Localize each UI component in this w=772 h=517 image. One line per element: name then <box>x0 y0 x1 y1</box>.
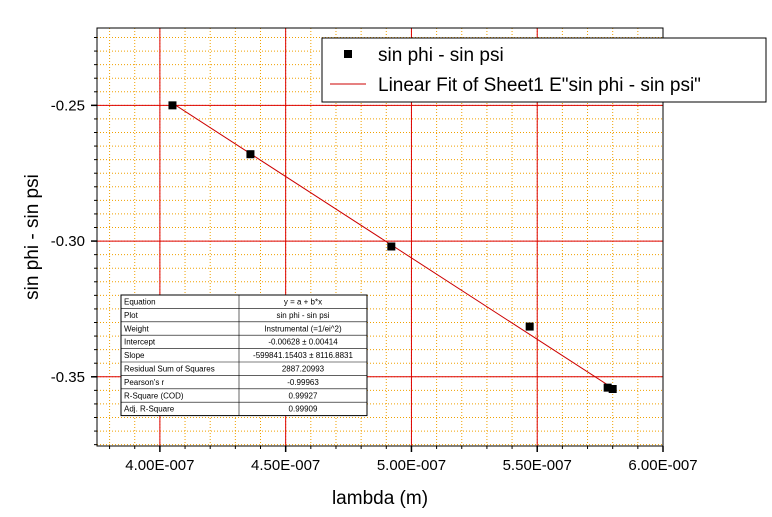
data-point <box>525 322 534 331</box>
legend: sin phi - sin psi Linear Fit of Sheet1 E… <box>321 37 767 103</box>
x-tick-label: 6.00E-007 <box>628 457 697 474</box>
axis-ticks <box>91 37 664 452</box>
stats-table-label: Residual Sum of Squares <box>124 365 215 374</box>
y-tick-label: -0.35 <box>51 369 85 386</box>
x-tick-labels: 4.00E-007 4.50E-007 5.00E-007 5.50E-007 6.00… <box>125 457 697 474</box>
stats-table-value: 0.99909 <box>289 405 318 414</box>
stats-table-frame <box>120 294 368 417</box>
legend-label-fit: Linear Fit of Sheet1 E"sin phi - sin psi… <box>378 75 701 96</box>
y-axis-title: sin phi - sin psi <box>22 174 43 300</box>
data-point-series <box>168 101 617 393</box>
x-axis-title: lambda (m) <box>332 488 428 509</box>
x-tick-label: 4.00E-007 <box>125 457 194 474</box>
data-point <box>168 101 177 110</box>
data-point <box>246 150 255 159</box>
stats-table-label: Intercept <box>124 338 156 347</box>
stats-table-value: sin phi - sin psi <box>277 311 330 320</box>
data-point <box>387 242 396 251</box>
data-point <box>608 385 617 393</box>
stats-table-value: 0.99927 <box>289 391 318 400</box>
stats-table-value: -0.00628 ± 0.00414 <box>268 338 338 347</box>
x-tick-label: 5.00E-007 <box>377 457 446 474</box>
x-tick-label: 5.50E-007 <box>503 457 572 474</box>
legend-marker-square <box>344 50 352 58</box>
stats-table-label: Equation <box>124 298 156 307</box>
y-tick-label: -0.25 <box>51 97 85 114</box>
fit-statistics-table: Equation y = a + b*x Plot sin phi - sin psi… <box>120 294 368 417</box>
stats-table-label: Adj. R-Square <box>124 405 175 414</box>
plot-frame <box>96 27 664 447</box>
stats-table-value: -0.99963 <box>287 378 319 387</box>
legend-box <box>321 37 767 103</box>
data-point <box>603 383 612 392</box>
stats-table-label: Plot <box>124 311 139 320</box>
stats-table-value: Instrumental (=1/ei^2) <box>264 324 342 333</box>
stats-table-value: -599841.15403 ± 8116.8831 <box>253 351 353 360</box>
stats-table-value: y = a + b*x <box>284 298 322 307</box>
stats-table-label: R-Square (COD) <box>124 391 184 400</box>
stats-table-label: Weight <box>124 324 150 333</box>
y-tick-labels: -0.25 -0.30 -0.35 <box>51 97 85 385</box>
x-tick-label: 4.50E-007 <box>251 457 320 474</box>
stats-table-label: Slope <box>124 351 145 360</box>
legend-label-data: sin phi - sin psi <box>378 45 504 66</box>
stats-table-value: 2887.20993 <box>282 365 325 374</box>
y-tick-label: -0.30 <box>51 233 85 250</box>
stats-table-label: Pearson's r <box>124 378 165 387</box>
